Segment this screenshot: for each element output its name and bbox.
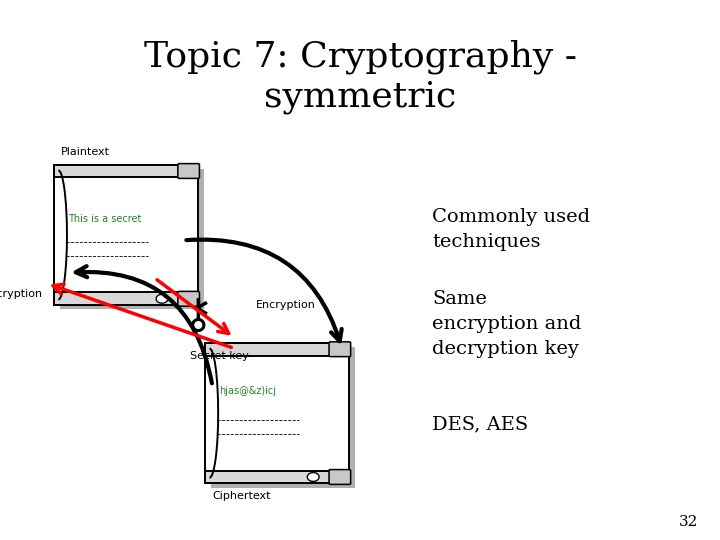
- FancyBboxPatch shape: [329, 470, 351, 484]
- Text: Secret key: Secret key: [190, 351, 249, 361]
- Text: This is a secret: This is a secret: [68, 214, 142, 224]
- Text: Decryption: Decryption: [0, 289, 43, 299]
- Text: DES, AES: DES, AES: [432, 415, 528, 433]
- FancyBboxPatch shape: [205, 471, 349, 483]
- FancyBboxPatch shape: [211, 347, 355, 488]
- Text: symmetric: symmetric: [264, 80, 456, 114]
- FancyBboxPatch shape: [54, 165, 198, 305]
- Text: Encryption: Encryption: [256, 300, 315, 310]
- FancyBboxPatch shape: [60, 169, 204, 309]
- FancyBboxPatch shape: [54, 293, 198, 305]
- Text: Topic 7: Cryptography -: Topic 7: Cryptography -: [143, 39, 577, 74]
- FancyBboxPatch shape: [205, 343, 349, 355]
- Text: Plaintext: Plaintext: [61, 146, 110, 157]
- FancyBboxPatch shape: [178, 292, 199, 306]
- Text: Same
encryption and
decryption key: Same encryption and decryption key: [432, 290, 581, 358]
- FancyBboxPatch shape: [178, 164, 199, 178]
- FancyBboxPatch shape: [54, 165, 198, 177]
- Text: 32: 32: [679, 515, 698, 529]
- Circle shape: [156, 294, 168, 303]
- Circle shape: [307, 472, 319, 481]
- Text: hjas@&z)icj: hjas@&z)icj: [220, 387, 276, 396]
- FancyBboxPatch shape: [205, 343, 349, 483]
- Text: Ciphertext: Ciphertext: [212, 491, 271, 502]
- Text: ⚷: ⚷: [183, 295, 213, 337]
- Text: Commonly used
techniques: Commonly used techniques: [432, 208, 590, 251]
- FancyBboxPatch shape: [329, 342, 351, 356]
